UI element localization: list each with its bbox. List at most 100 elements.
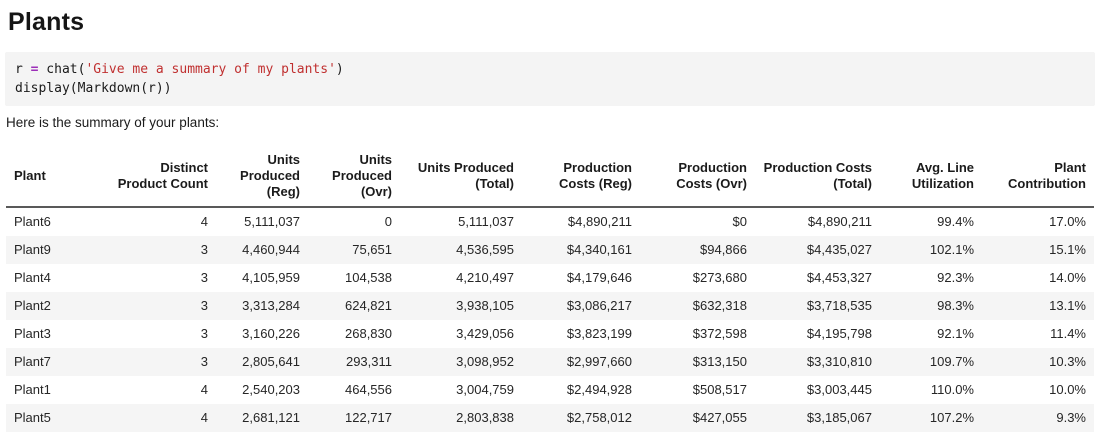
- code-token: r: [15, 62, 31, 77]
- table-row: Plant1 4 2,540,203 464,556 3,004,759 $2,494,9…: [6, 376, 1094, 404]
- table-cell: 17.0%: [1049, 214, 1086, 229]
- table-cell: 98.3%: [937, 298, 974, 313]
- table-cell: 4: [200, 382, 208, 397]
- table-row: Plant4 3 4,105,959 104,538 4,210,497 $4,179,6…: [6, 264, 1094, 292]
- table-row: Plant7 3 2,805,641 293,311 3,098,952 $2,997,6…: [6, 348, 1094, 376]
- table-cell: 10.3%: [1049, 354, 1086, 369]
- table-cell: 102.1%: [929, 242, 974, 257]
- table-row: Plant5 4 2,681,121 122,717 2,803,838 $2,758,0…: [6, 404, 1094, 432]
- table-head: Plant Distinct Product Count Units Produce…: [6, 146, 1094, 208]
- table-cell: 2,540,203: [242, 382, 300, 397]
- table-cell: Plant7: [14, 354, 51, 369]
- table-cell: 2,805,641: [242, 354, 300, 369]
- column-header: Units Produced (Total): [400, 146, 522, 208]
- code-token: display(Markdown(r)): [15, 81, 172, 96]
- column-header: Plant: [6, 146, 101, 208]
- table-cell: 3: [200, 270, 208, 285]
- table-cell: $313,150: [692, 354, 747, 369]
- table-cell: 3: [200, 298, 208, 313]
- table-cell: 3,160,226: [242, 326, 300, 341]
- table-cell: 99.4%: [937, 214, 974, 229]
- table-cell: 5,111,037: [458, 214, 514, 229]
- table-cell: 4,460,944: [242, 242, 300, 257]
- column-header: Avg. Line Utilization: [880, 146, 982, 208]
- table-cell: $94,866: [700, 242, 747, 257]
- table-cell: 4,105,959: [242, 270, 300, 285]
- code-line: r = chat('Give me a summary of my plants…: [15, 60, 1085, 79]
- table-cell: $3,823,199: [566, 326, 632, 341]
- table-cell: 11.4%: [1050, 326, 1086, 341]
- code-content: r = chat('Give me a summary of my plants…: [15, 60, 1085, 98]
- column-header: Units Produced (Ovr): [308, 146, 400, 208]
- code-token: 'Give me a summary of my plants': [85, 62, 336, 77]
- table-cell: $3,086,217: [566, 298, 632, 313]
- table-cell: $2,997,660: [566, 354, 632, 369]
- table-cell: 122,717: [345, 410, 392, 425]
- table-cell: 109.7%: [929, 354, 974, 369]
- table-cell: 293,311: [345, 354, 392, 369]
- page-title: Plants: [8, 8, 85, 36]
- table-cell: $3,185,067: [806, 410, 872, 425]
- code-token: chat(: [38, 62, 86, 77]
- table-cell: 110.0%: [930, 382, 974, 397]
- code-token: ): [335, 62, 344, 77]
- table-cell: 2,803,838: [456, 410, 514, 425]
- plants-table: Plant Distinct Product Count Units Produce…: [6, 146, 1094, 432]
- table-cell: 3: [200, 354, 208, 369]
- table-cell: Plant1: [14, 382, 51, 397]
- table-cell: $3,310,810: [806, 354, 872, 369]
- code-cell[interactable]: r = chat('Give me a summary of my plants…: [5, 52, 1095, 106]
- table-cell: $427,055: [692, 410, 747, 425]
- table-row: Plant6 4 5,111,037 0 5,111,037 $4,890,211 $0 $4…: [6, 207, 1094, 236]
- table-cell: Plant6: [14, 214, 51, 229]
- table-cell: Plant3: [14, 326, 51, 341]
- table-cell: 4,210,497: [456, 270, 514, 285]
- column-header: Distinct Product Count: [101, 146, 216, 208]
- table-cell: 0: [384, 214, 392, 229]
- table-cell: 4,536,595: [456, 242, 514, 257]
- table-cell: $0: [732, 214, 747, 229]
- table-cell: 3,429,056: [456, 326, 514, 341]
- table-cell: 75,651: [352, 242, 392, 257]
- table-cell: 4: [200, 214, 208, 229]
- table-row: Plant9 3 4,460,944 75,651 4,536,595 $4,340,16…: [6, 236, 1094, 264]
- table-cell: 3: [200, 326, 208, 341]
- table-cell: Plant2: [14, 298, 51, 313]
- column-header: Production Costs (Total): [755, 146, 880, 208]
- table-cell: 3,098,952: [456, 354, 514, 369]
- table-cell: $3,718,535: [806, 298, 872, 313]
- table-cell: $4,195,798: [806, 326, 872, 341]
- table-body: Plant6 4 5,111,037 0 5,111,037 $4,890,211 $0 $4…: [6, 207, 1094, 432]
- table-cell: 14.0%: [1049, 270, 1086, 285]
- table-cell: $2,758,012: [566, 410, 632, 425]
- table-cell: 624,821: [345, 298, 392, 313]
- table-cell: $372,598: [692, 326, 747, 341]
- table-cell: 3,004,759: [456, 382, 514, 397]
- table-row: Plant3 3 3,160,226 268,830 3,429,056 $3,823,1…: [6, 320, 1094, 348]
- column-header: Production Costs (Reg): [522, 146, 640, 208]
- table-cell: 4: [200, 410, 208, 425]
- table-cell: $273,680: [692, 270, 747, 285]
- table-cell: $4,435,027: [806, 242, 872, 257]
- code-token: =: [30, 62, 39, 77]
- table-cell: 5,111,037: [244, 214, 300, 229]
- table-cell: $4,453,327: [806, 270, 872, 285]
- table-cell: 92.1%: [937, 326, 974, 341]
- table-cell: 104,538: [345, 270, 392, 285]
- table-cell: 15.1%: [1049, 242, 1086, 257]
- table-cell: 268,830: [345, 326, 392, 341]
- output-text: Here is the summary of your plants:: [6, 115, 220, 130]
- table-cell: 107.2%: [929, 410, 974, 425]
- table-cell: 3,313,284: [242, 298, 300, 313]
- table-cell: 3: [200, 242, 208, 257]
- table-row: Plant2 3 3,313,284 624,821 3,938,105 $3,086,2…: [6, 292, 1094, 320]
- table-cell: $508,517: [692, 382, 747, 397]
- column-header: Plant Contribution: [982, 146, 1094, 208]
- table-cell: $4,340,161: [566, 242, 632, 257]
- table-cell: Plant9: [14, 242, 51, 257]
- table-header-row: Plant Distinct Product Count Units Produce…: [6, 146, 1094, 208]
- table-cell: 464,556: [345, 382, 392, 397]
- table-cell: $3,003,445: [806, 382, 872, 397]
- code-line: display(Markdown(r)): [15, 79, 1085, 98]
- table-cell: $4,890,211: [807, 214, 872, 229]
